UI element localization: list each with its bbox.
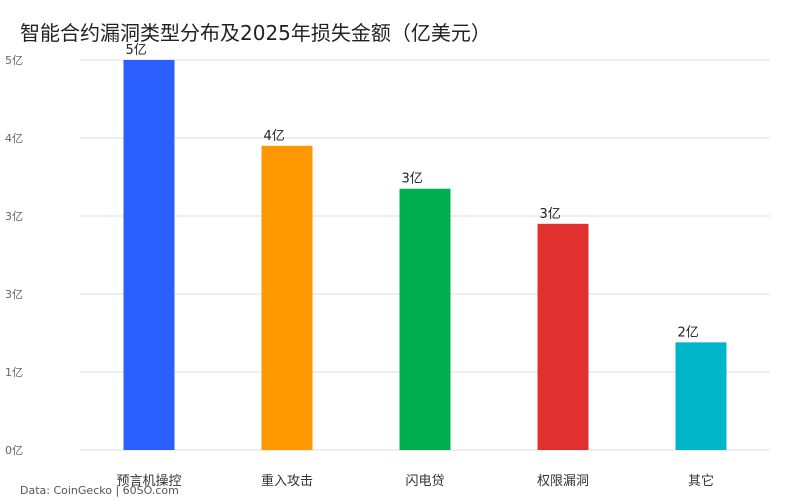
bars [123,60,727,451]
y-tick-label: 5亿 [5,54,23,67]
bar [537,223,589,450]
data-label: 2亿 [678,325,699,340]
bar [261,145,313,451]
x-category-label: 预言机操控 [116,473,181,489]
x-axis-categories: 预言机操控 重入攻击 闪电贷 权限漏洞 其它 [116,473,714,489]
x-category-label: 重入攻击 [261,473,313,489]
bar [675,342,727,450]
data-label: 3亿 [540,207,561,222]
bar [123,60,175,450]
y-tick-label: 1亿 [5,366,23,379]
x-category-label: 闪电贷 [405,474,444,489]
source-note: Data: CoinGecko | 60SO.com [20,484,179,497]
y-tick-label: 3亿 [5,288,23,301]
bar [399,188,451,450]
chart-title: 智能合约漏洞类型分布及2025年损失金额（亿美元） [20,21,491,45]
y-tick-label: 0亿 [5,444,23,457]
data-labels: 5亿 4亿 3亿 3亿 2亿 [126,43,699,340]
y-axis-ticks: 0亿 1亿 3亿 3亿 4亿 5亿 [5,54,23,457]
data-label: 4亿 [264,129,285,144]
data-label: 3亿 [402,172,423,187]
x-category-label: 其它 [688,473,714,489]
data-label: 5亿 [126,43,147,58]
y-tick-label: 3亿 [5,210,23,223]
y-tick-label: 4亿 [5,132,23,145]
x-category-label: 权限漏洞 [537,473,589,489]
